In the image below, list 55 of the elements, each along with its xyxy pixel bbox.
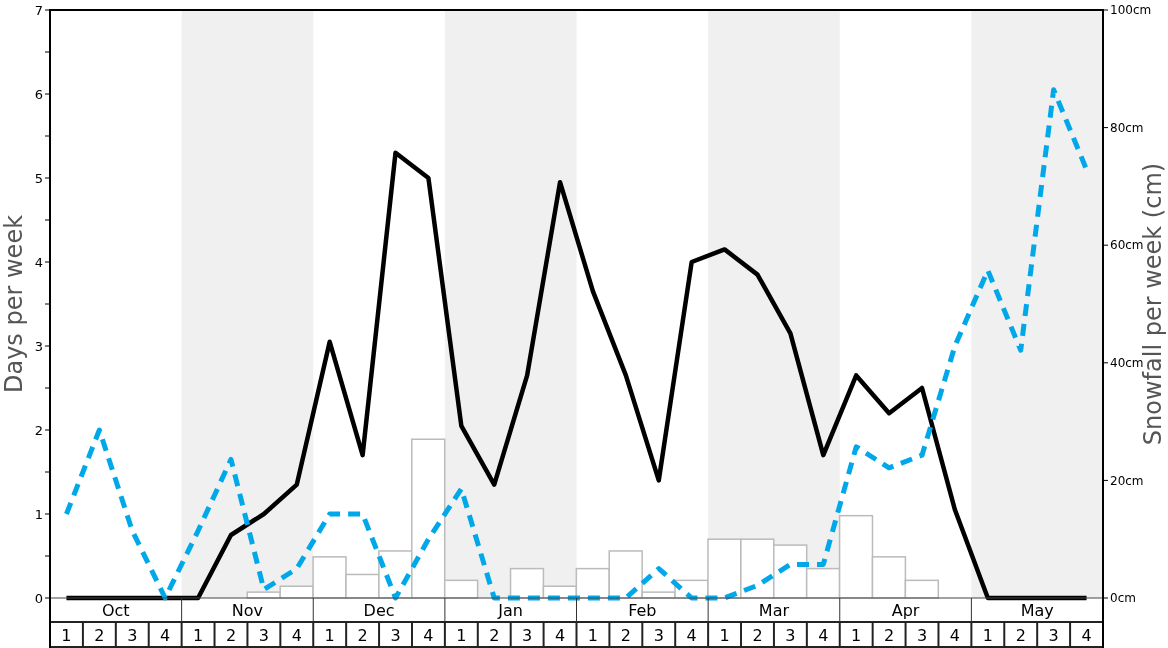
x-tick-label: 3 bbox=[258, 626, 269, 645]
y2-tick-label: 40cm bbox=[1110, 356, 1144, 371]
x-tick-label: 3 bbox=[653, 626, 664, 645]
x-tick-label: 4 bbox=[949, 626, 961, 645]
y2-tick-label: 20cm bbox=[1110, 473, 1144, 488]
y-tick-label: 3 bbox=[34, 338, 43, 354]
x-tick-label: 2 bbox=[1015, 626, 1026, 645]
x-tick-label: 1 bbox=[192, 626, 204, 645]
x-tick-label: 2 bbox=[94, 626, 105, 645]
y-tick-label: 2 bbox=[34, 422, 43, 438]
x-tick-label: 4 bbox=[818, 626, 829, 645]
x-tick-label: 1 bbox=[324, 626, 335, 645]
x-tick-label: 2 bbox=[752, 626, 763, 645]
text: Dec bbox=[363, 601, 395, 620]
x-tick-label: 2 bbox=[489, 626, 500, 645]
y-tick-label: 1 bbox=[34, 506, 43, 522]
x-tick-label: 2 bbox=[884, 626, 895, 645]
x-tick-label: 4 bbox=[291, 626, 302, 645]
x-tick-label: 3 bbox=[785, 626, 796, 645]
text: Jan bbox=[497, 601, 524, 620]
y-tick-label: 0 bbox=[34, 590, 43, 606]
y2-tick-label: 100cm bbox=[1110, 3, 1152, 18]
x-tick-label: 2 bbox=[620, 626, 631, 645]
x-tick-label: 3 bbox=[522, 626, 533, 645]
text: Apr bbox=[891, 601, 920, 620]
x-tick-label: 4 bbox=[686, 626, 697, 645]
y2-tick-label: 60cm bbox=[1110, 238, 1144, 253]
y-tick-label: 4 bbox=[34, 254, 43, 270]
x-tick-label: 4 bbox=[160, 626, 171, 645]
x-tick-label: 4 bbox=[554, 626, 566, 645]
text: Oct bbox=[101, 601, 130, 620]
text: May bbox=[1020, 601, 1054, 620]
x-tick-label: 2 bbox=[225, 626, 237, 645]
x-tick-label: 2 bbox=[357, 626, 368, 645]
text: Mar bbox=[758, 601, 790, 620]
x-tick-label: 3 bbox=[127, 626, 138, 645]
text: Nov bbox=[231, 601, 264, 620]
y-tick-label: 7 bbox=[34, 2, 43, 18]
x-tick-label: 4 bbox=[423, 626, 434, 645]
x-tick-label: 1 bbox=[587, 626, 599, 645]
x-tick-label: 1 bbox=[456, 626, 467, 645]
y-tick-label: 5 bbox=[34, 170, 43, 186]
x-tick-label: 1 bbox=[982, 626, 993, 645]
x-tick-label: 1 bbox=[851, 626, 862, 645]
y2-tick-label: 80cm bbox=[1110, 120, 1144, 135]
text: Feb bbox=[628, 601, 657, 620]
x-tick-label: 1 bbox=[719, 626, 730, 645]
x-tick-label: 3 bbox=[390, 626, 401, 645]
x-tick-label: 1 bbox=[61, 626, 72, 645]
y-tick-label: 6 bbox=[34, 86, 43, 102]
x-tick-label: 4 bbox=[1081, 626, 1092, 645]
x-tick-label: 3 bbox=[916, 626, 928, 645]
y2-tick-label: 0cm bbox=[1110, 591, 1136, 606]
x-tick-label: 3 bbox=[1048, 626, 1059, 645]
y-axis-title: Days per week bbox=[0, 214, 28, 394]
